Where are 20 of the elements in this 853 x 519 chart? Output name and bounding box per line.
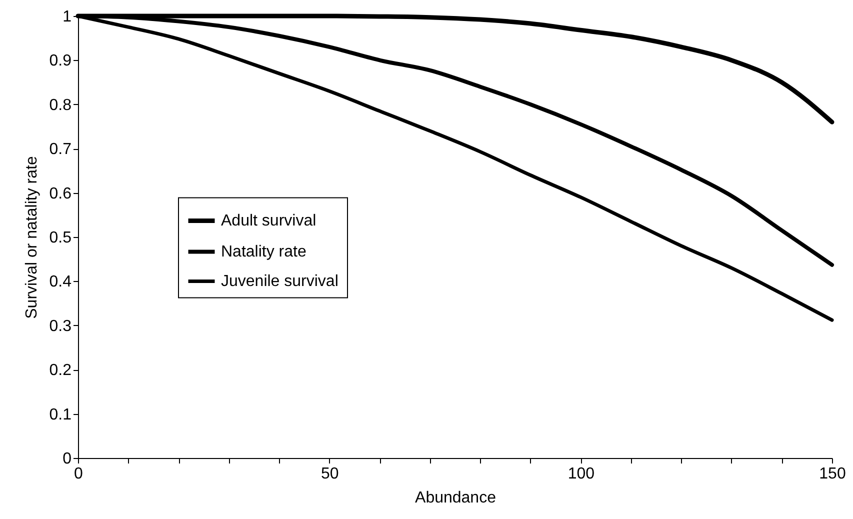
y-tick-label: 0.6 [49,185,72,202]
x-tick-label: 0 [74,466,84,482]
x-tick-label: 50 [320,466,339,482]
y-tick-label: 0.7 [49,141,72,158]
x-axis-title: Abundance [415,490,496,506]
x-tick-label: 100 [568,466,595,482]
y-tick-label: 0.9 [49,52,72,70]
y-tick-label: 1 [62,8,72,26]
y-tick-label: 0.8 [49,96,72,114]
x-tick-label: 150 [819,466,846,482]
legend-label: Adult survival [221,212,316,230]
y-tick-label: 0.1 [49,406,72,424]
y-tick-label: 0 [62,450,72,468]
legend-label: Natality rate [221,244,306,261]
y-tick-label: 0.5 [49,230,72,246]
y-axis-title: Survival or natality rate [23,156,40,319]
legend-label: Juvenile survival [221,273,338,290]
y-tick-label: 0.3 [49,318,72,335]
y-tick-label: 0.4 [49,274,72,291]
y-tick-label: 0.2 [49,362,72,380]
